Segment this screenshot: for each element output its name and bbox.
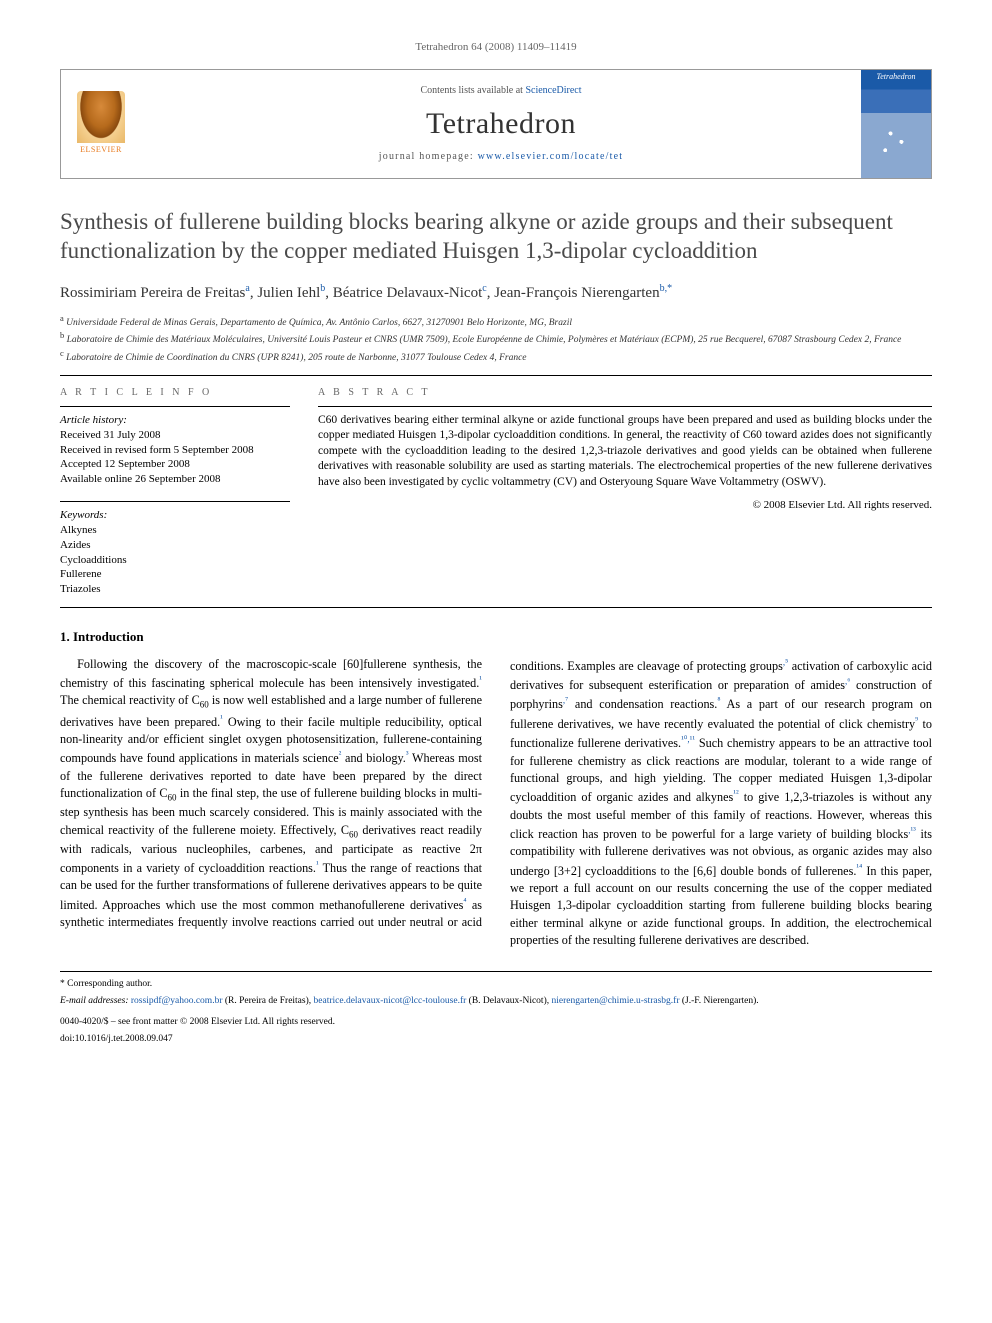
journal-cover-thumb[interactable]: Tetrahedron — [861, 70, 931, 178]
history-subhead: Article history: — [60, 413, 290, 428]
journal-name: Tetrahedron — [426, 104, 576, 145]
divider-top — [60, 375, 932, 376]
info-abstract-row: A R T I C L E I N F O Article history: R… — [60, 386, 932, 597]
cover-label: Tetrahedron — [861, 72, 931, 83]
email-addresses: E-mail addresses: rossipdf@yahoo.com.br … — [60, 995, 932, 1008]
article-info-column: A R T I C L E I N F O Article history: R… — [60, 386, 290, 597]
email-link[interactable]: beatrice.delavaux-nicot@lcc-toulouse.fr — [314, 996, 467, 1006]
keywords-block: Keywords: Alkynes Azides Cycloadditions … — [60, 508, 290, 597]
abstract-copyright: © 2008 Elsevier Ltd. All rights reserved… — [318, 498, 932, 513]
article-info-head: A R T I C L E I N F O — [60, 386, 290, 400]
history-line: Received 31 July 2008 — [60, 428, 290, 443]
intro-paragraph: Following the discovery of the macroscop… — [60, 656, 932, 950]
history-line: Received in revised form 5 September 200… — [60, 443, 290, 458]
article-history: Article history: Received 31 July 2008 R… — [60, 413, 290, 487]
history-line: Accepted 12 September 2008 — [60, 457, 290, 472]
sciencedirect-link[interactable]: ScienceDirect — [525, 85, 581, 96]
abstract-text: C60 derivatives bearing either terminal … — [318, 413, 932, 491]
abstract-head: A B S T R A C T — [318, 386, 932, 400]
homepage-prefix: journal homepage: — [379, 151, 478, 162]
corresponding-author-note: * Corresponding author. — [60, 978, 932, 991]
section-1-head: 1. Introduction — [60, 628, 932, 646]
elsevier-label: ELSEVIER — [80, 145, 122, 156]
email-link[interactable]: nierengarten@chimie.u-strasbg.fr — [552, 996, 680, 1006]
info-divider-2 — [60, 501, 290, 502]
abstract-divider — [318, 406, 932, 407]
email-link[interactable]: rossipdf@yahoo.com.br — [131, 996, 223, 1006]
keyword: Triazoles — [60, 582, 290, 597]
journal-homepage-line: journal homepage: www.elsevier.com/locat… — [379, 150, 623, 164]
divider-bottom — [60, 607, 932, 608]
info-divider-1 — [60, 406, 290, 407]
elsevier-tree-icon — [77, 91, 125, 143]
affiliations: a Universidade Federal de Minas Gerais, … — [60, 313, 932, 365]
abstract-column: A B S T R A C T C60 derivatives bearing … — [318, 386, 932, 597]
article-title: Synthesis of fullerene building blocks b… — [60, 207, 932, 266]
history-line: Available online 26 September 2008 — [60, 472, 290, 487]
contents-available-line: Contents lists available at ScienceDirec… — [420, 84, 581, 98]
keyword: Cycloadditions — [60, 553, 290, 568]
journal-masthead: ELSEVIER Contents lists available at Sci… — [60, 69, 932, 179]
header-citation: Tetrahedron 64 (2008) 11409–11419 — [60, 40, 932, 55]
authors-line: Rossimiriam Pereira de Freitasa, Julien … — [60, 282, 932, 303]
homepage-link[interactable]: www.elsevier.com/locate/tet — [478, 151, 624, 162]
doi-line: doi:10.1016/j.tet.2008.09.047 — [60, 1033, 932, 1046]
page-footer: * Corresponding author. E-mail addresses… — [60, 971, 932, 1046]
elsevier-logo[interactable]: ELSEVIER — [61, 70, 141, 178]
keyword: Fullerene — [60, 567, 290, 582]
issn-line: 0040-4020/$ – see front matter © 2008 El… — [60, 1016, 932, 1029]
keyword: Azides — [60, 538, 290, 553]
masthead-center: Contents lists available at ScienceDirec… — [141, 70, 861, 178]
keyword: Alkynes — [60, 523, 290, 538]
contents-prefix: Contents lists available at — [420, 85, 525, 96]
keywords-subhead: Keywords: — [60, 508, 290, 523]
body-two-columns: Following the discovery of the macroscop… — [60, 656, 932, 950]
